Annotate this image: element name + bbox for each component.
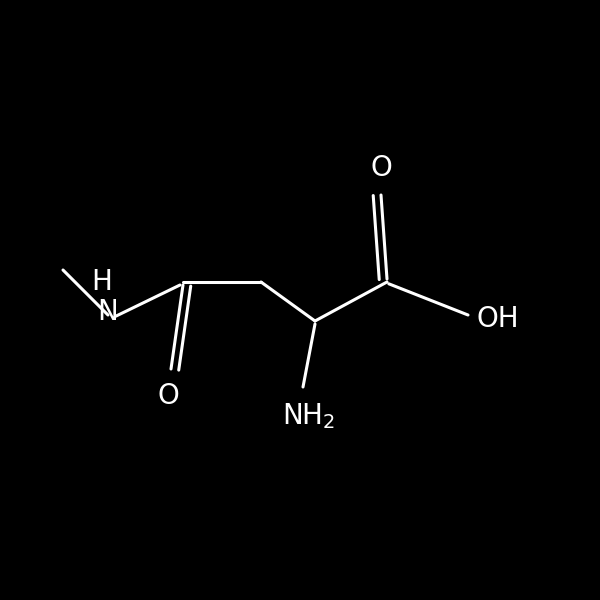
Text: H: H bbox=[92, 268, 112, 296]
Text: OH: OH bbox=[476, 305, 520, 333]
Text: O: O bbox=[157, 382, 179, 410]
Text: N: N bbox=[98, 298, 118, 326]
Text: O: O bbox=[370, 154, 392, 182]
Text: NH$_2$: NH$_2$ bbox=[283, 401, 335, 431]
